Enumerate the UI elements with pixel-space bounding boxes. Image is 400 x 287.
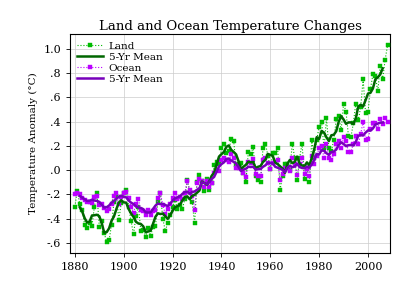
Ocean: [238, 167, 243, 171]
5-Yr Mean: [363, 98, 368, 102]
Land: [87, 222, 92, 225]
Land: [348, 136, 353, 139]
Title: Land and Ocean Temperature Changes: Land and Ocean Temperature Changes: [98, 20, 362, 33]
Land: [160, 217, 165, 220]
5-Yr Mean: [151, 222, 156, 226]
Land: [104, 240, 109, 243]
Line: Ocean: Ocean: [73, 116, 390, 217]
5-Yr Mean: [158, 202, 163, 206]
Line: 5-Yr Mean: 5-Yr Mean: [80, 123, 383, 213]
Ocean: [160, 203, 165, 207]
Ocean: [383, 116, 388, 120]
Ocean: [143, 213, 148, 217]
Line: 5-Yr Mean: 5-Yr Mean: [80, 68, 383, 233]
5-Yr Mean: [363, 131, 368, 134]
Line: Land: Land: [73, 43, 390, 244]
5-Yr Mean: [334, 148, 339, 151]
Ocean: [322, 156, 326, 160]
Land: [322, 147, 326, 150]
5-Yr Mean: [77, 194, 82, 198]
5-Yr Mean: [341, 118, 346, 121]
Ocean: [87, 200, 92, 203]
Land: [260, 147, 265, 150]
Land: [72, 205, 77, 208]
5-Yr Mean: [146, 211, 150, 214]
Ocean: [72, 193, 77, 196]
Land: [385, 44, 390, 47]
5-Yr Mean: [151, 207, 156, 211]
5-Yr Mean: [380, 67, 385, 70]
Y-axis label: Temperature Anomaly (°C): Temperature Anomaly (°C): [28, 73, 38, 214]
Land: [238, 161, 243, 165]
5-Yr Mean: [334, 129, 339, 133]
Ocean: [260, 159, 265, 162]
5-Yr Mean: [380, 121, 385, 124]
Ocean: [348, 150, 353, 154]
5-Yr Mean: [268, 153, 273, 157]
5-Yr Mean: [102, 231, 106, 234]
5-Yr Mean: [77, 205, 82, 209]
Ocean: [385, 120, 390, 123]
Legend: Land, 5-Yr Mean, Ocean, 5-Yr Mean: Land, 5-Yr Mean, Ocean, 5-Yr Mean: [75, 40, 164, 86]
5-Yr Mean: [158, 212, 163, 216]
5-Yr Mean: [268, 161, 273, 165]
5-Yr Mean: [341, 142, 346, 146]
